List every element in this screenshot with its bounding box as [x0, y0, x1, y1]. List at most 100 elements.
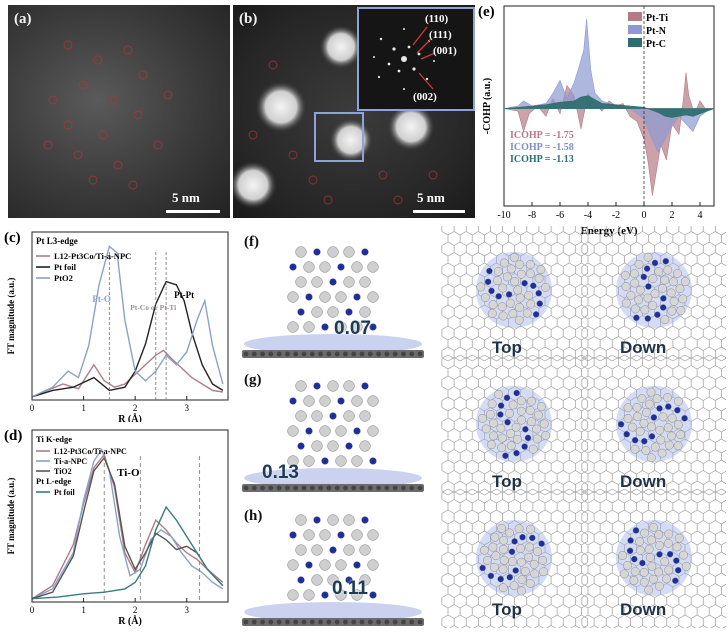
pt-atom: [667, 413, 677, 423]
side-view-model: [242, 246, 424, 358]
pt-atom: [539, 567, 548, 577]
pt-atom: [319, 291, 331, 303]
pt-atom: [517, 575, 527, 585]
substrate-atom: [260, 619, 265, 625]
substrate-atom: [334, 485, 340, 491]
pt-atom: [499, 258, 509, 268]
substrate-atom: [318, 485, 323, 491]
co-atom: [353, 561, 361, 569]
pt-atom: [645, 552, 655, 562]
pt-atom: [647, 422, 656, 432]
substrate-atom: [409, 485, 415, 491]
pt-atom: [351, 321, 363, 333]
co-atom: [623, 430, 630, 438]
co-atom: [305, 427, 313, 435]
pt-atom: [481, 424, 491, 434]
pt-atom: [351, 529, 363, 541]
co-atom: [521, 443, 528, 450]
pt-atom: [479, 545, 489, 555]
pt-atom: [506, 441, 516, 451]
pt-atom: [681, 561, 691, 571]
co-atom: [313, 248, 321, 256]
co-atom: [626, 547, 634, 554]
fft-inset: (110) (111) (001) (002): [357, 7, 475, 111]
pt-atom: [490, 532, 500, 542]
substrate-atom: [285, 619, 290, 625]
pt-atom: [295, 544, 307, 556]
substrate-atom: [376, 485, 381, 491]
co-atom: [645, 283, 652, 290]
icohp-annotation: ICOHP = -1.58: [510, 142, 574, 153]
pt-atom: [629, 269, 639, 279]
legend-entry: L12-Pt3Co/Ti-a-NPC: [54, 447, 127, 456]
co-atom: [305, 561, 313, 569]
pt-atom: [533, 547, 542, 556]
series-line: [31, 349, 223, 398]
x-tick-label: 1: [81, 605, 86, 615]
pt-atom: [630, 278, 640, 288]
substrate-atom: [251, 619, 257, 625]
legend-swatch: [628, 12, 642, 21]
pt-atom: [295, 246, 307, 258]
pt-atom: [327, 246, 339, 258]
pt-atom: [649, 522, 658, 532]
co-atom: [641, 437, 648, 445]
atom-marker: [288, 150, 298, 160]
scale-label-b: 5 nm: [417, 190, 445, 205]
co-atom: [297, 442, 305, 450]
pt-atom: [287, 425, 299, 437]
pt-atom: [516, 269, 526, 279]
co-atom: [666, 551, 674, 558]
pt-atom: [654, 530, 664, 540]
fft-label-111: (111): [429, 29, 452, 41]
pt-atom: [648, 301, 658, 311]
pt-atom: [623, 403, 633, 413]
pt-atom: [359, 410, 371, 422]
pt-atom: [508, 309, 518, 319]
substrate-atom: [376, 619, 381, 625]
pt-atom: [303, 261, 315, 273]
pt-atom: [635, 426, 645, 436]
pt-atom: [367, 425, 379, 437]
lattice-lines: [441, 488, 588, 630]
co-atom: [631, 555, 638, 563]
legend-entry: Pt-Ti: [646, 13, 668, 24]
substrate-atom: [409, 619, 415, 625]
pt-atom: [311, 276, 323, 288]
co-atom: [513, 449, 520, 457]
x-tick-label: 3: [184, 403, 189, 413]
pt-atom: [650, 442, 660, 452]
pt-atom: [648, 274, 658, 283]
panel-label-h: (h): [244, 508, 263, 524]
co-atom: [633, 314, 640, 322]
pt-cluster: [476, 520, 552, 596]
series-line: [31, 448, 224, 600]
legend-entry: TiO2: [54, 467, 72, 476]
pt-atom: [532, 424, 541, 434]
pt-atom: [657, 284, 667, 293]
pt-atom: [510, 277, 520, 286]
co-atom: [329, 546, 337, 554]
pt-atom: [327, 380, 339, 392]
pt-atom: [632, 402, 642, 412]
y-axis-label: FT magnitude (a.u.): [6, 278, 16, 355]
pt-atom: [487, 399, 497, 409]
pt-atom: [639, 577, 649, 587]
pt-atom: [295, 380, 307, 392]
co-atom: [353, 427, 361, 435]
co-atom: [672, 577, 679, 584]
pt-atom: [343, 246, 355, 258]
pt-atom: [335, 455, 347, 467]
co-atom: [329, 412, 337, 420]
pt-atom: [311, 544, 323, 556]
substrate-atom: [285, 351, 290, 357]
substrate-atom: [359, 619, 365, 625]
co-atom: [519, 534, 526, 541]
pt-atom: [319, 559, 331, 571]
substrate-atom: [243, 351, 249, 357]
pt-atom: [634, 260, 644, 269]
co-atom: [313, 516, 321, 524]
legend-entry: Pt foil: [54, 262, 77, 272]
co-atom: [632, 527, 640, 534]
atom-marker: [73, 150, 83, 160]
